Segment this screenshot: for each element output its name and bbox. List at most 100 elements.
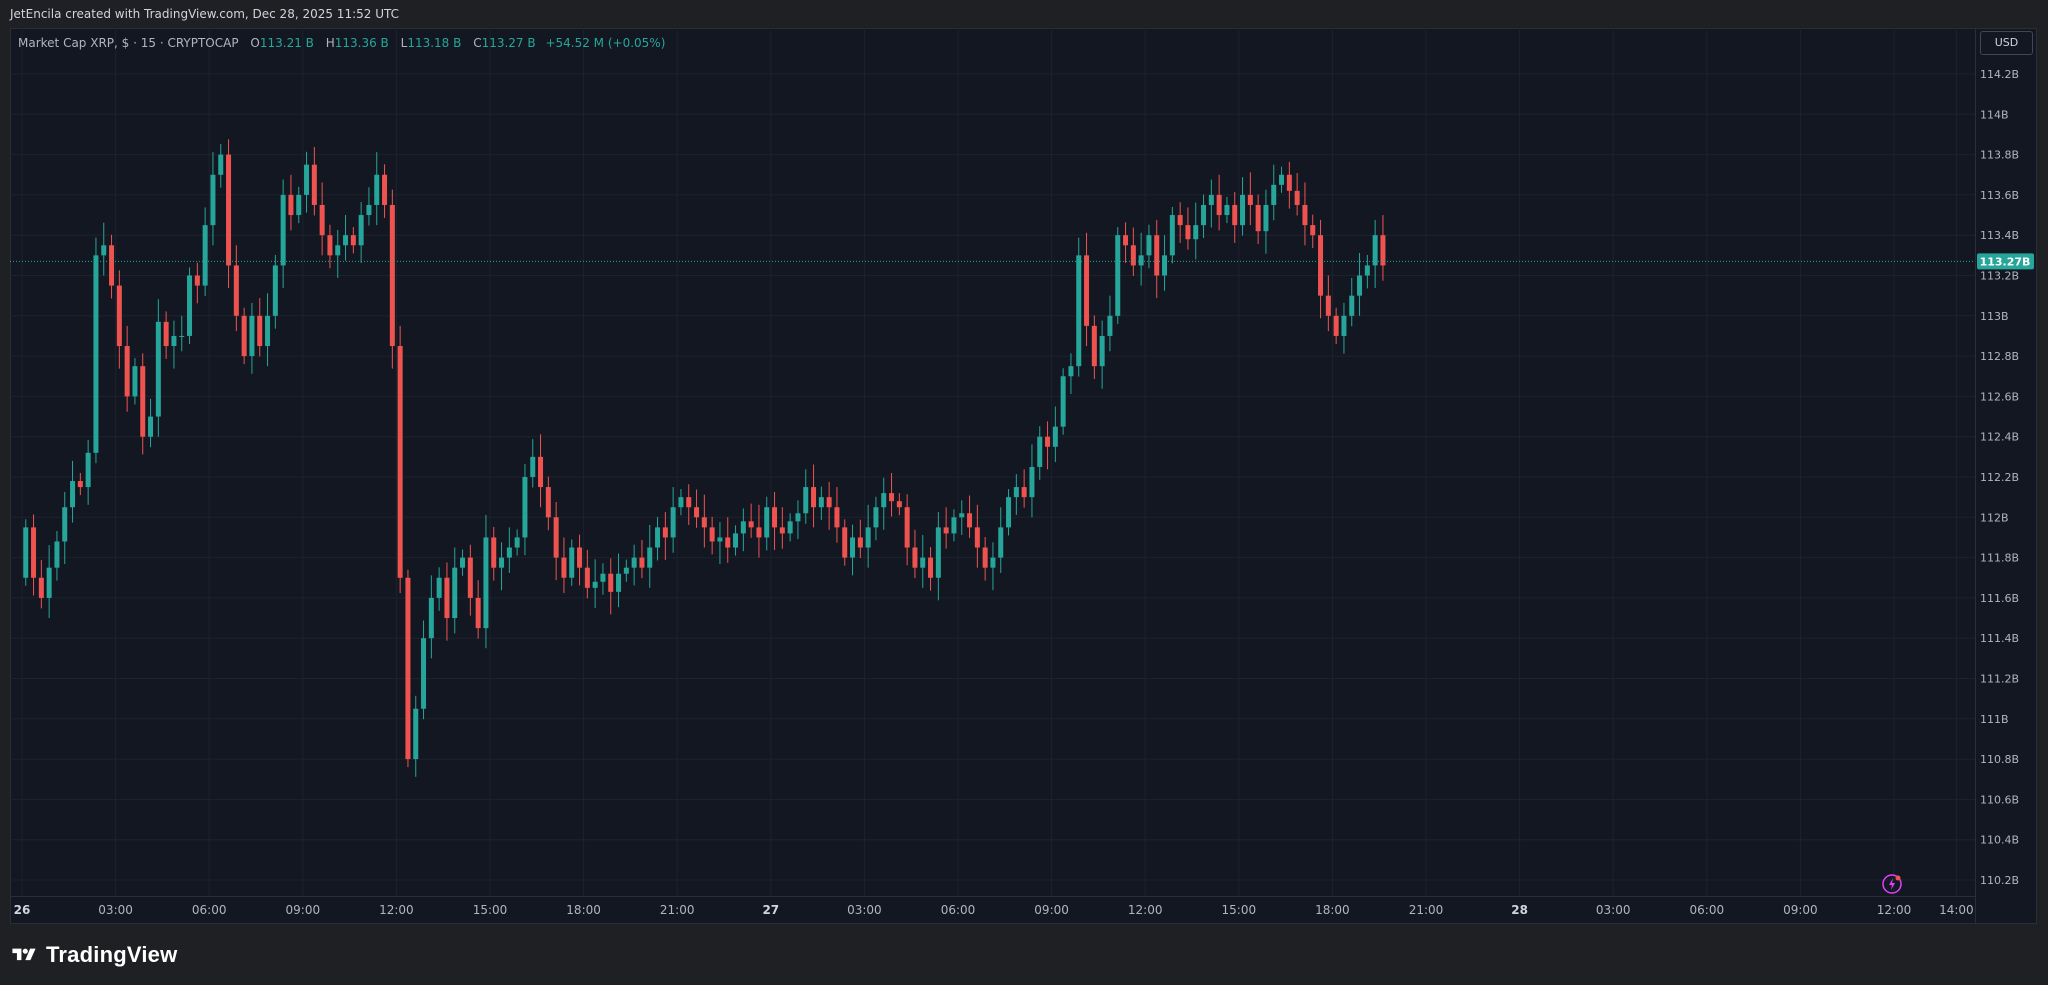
candle-body [62, 507, 68, 542]
candle-body [600, 573, 606, 582]
candle-body [296, 194, 302, 216]
brand-name: TradingView [46, 942, 178, 967]
candle-body [241, 315, 247, 357]
candle-body [748, 521, 754, 528]
candle-body [608, 573, 614, 592]
candle-body [959, 513, 965, 518]
candle-body [701, 517, 707, 528]
candle-body [1107, 315, 1113, 336]
chart-pane[interactable] [10, 28, 2037, 924]
candle-body [1325, 295, 1331, 316]
candle-body [1349, 295, 1355, 316]
candle-body [421, 638, 427, 709]
candle-body [171, 335, 177, 347]
candle-body [779, 527, 785, 534]
candle-body [194, 275, 200, 286]
lightning-bolt-icon[interactable] [1881, 873, 1903, 895]
x-tick-label: 03:00 [1596, 903, 1631, 917]
candle-body [647, 547, 653, 568]
candle-body [951, 517, 957, 534]
candle-body [257, 315, 263, 347]
candle-body [733, 533, 739, 548]
high-value: 113.36 B [334, 36, 389, 50]
candle-body [1224, 204, 1230, 216]
candle-body [811, 487, 817, 508]
candle-body [553, 517, 559, 558]
candle-body [1240, 194, 1246, 226]
x-tick-label: 09:00 [286, 903, 321, 917]
last-price-badge [1977, 253, 2034, 270]
candle-body [670, 507, 676, 538]
change-value: +54.52 M (+0.05%) [545, 36, 666, 50]
candle-body [1084, 255, 1090, 326]
candle-body [428, 597, 434, 639]
currency-button[interactable]: USD [1980, 31, 2033, 55]
tradingview-logo[interactable]: TradingView [10, 941, 177, 969]
candle-body [834, 507, 840, 528]
y-tick-label: 112.4B [1980, 431, 2019, 444]
candle-body [967, 513, 973, 528]
candle-body [998, 527, 1004, 558]
candle-body [187, 275, 193, 336]
y-tick-label: 110.4B [1980, 834, 2019, 847]
candle-body [140, 366, 146, 437]
candle-body [23, 527, 29, 578]
candle-body [46, 567, 52, 598]
x-tick-label: 27 [762, 903, 779, 917]
y-tick-label: 111.2B [1980, 673, 2019, 686]
candle-body [1037, 436, 1043, 467]
candle-body [452, 567, 458, 619]
candle-body [483, 537, 489, 629]
candle-body [1013, 487, 1019, 498]
candle-body [740, 521, 746, 534]
candle-body [826, 497, 832, 508]
candle-body [896, 501, 902, 508]
candle-body [1185, 225, 1191, 240]
candle-body [210, 174, 216, 226]
y-tick-label: 110.6B [1980, 793, 2019, 806]
candle-body [1146, 235, 1152, 256]
candle-body [304, 164, 310, 195]
y-tick-label: 111.6B [1980, 592, 2019, 605]
x-tick-label: 03:00 [847, 903, 882, 917]
open-label: O [250, 36, 260, 50]
y-tick-label: 113.8B [1980, 149, 2019, 162]
candle-body [538, 456, 544, 488]
candle-body [709, 527, 715, 542]
candle-body [1099, 335, 1105, 367]
candle-body [109, 245, 115, 286]
candle-body [116, 285, 122, 347]
candle-body [358, 215, 364, 246]
candle-body [70, 481, 76, 508]
candle-body [717, 537, 723, 542]
candle-body [218, 154, 224, 175]
last-price-label: 113.27B [1980, 255, 2031, 268]
y-tick-label: 111B [1980, 713, 2009, 726]
candle-body [1091, 325, 1097, 367]
attribution-text: JetEncila created with TradingView.com, … [10, 7, 399, 21]
candle-body [545, 487, 551, 518]
candle-body [155, 321, 161, 417]
candle-body [1169, 215, 1175, 256]
candle-body [764, 507, 770, 538]
candle-body [249, 315, 255, 357]
candle-body [530, 456, 536, 477]
candle-body [1232, 204, 1238, 226]
candlestick-chart[interactable]: 110.2B 110.4B 110.6B 110.8B 111B 111.2B 111.4B… [0, 0, 2048, 924]
candle-body [179, 335, 185, 337]
candle-body [1201, 204, 1207, 226]
x-tick-label: 21:00 [1409, 903, 1444, 917]
candle-body [920, 557, 926, 568]
low-value: 113.18 B [407, 36, 462, 50]
candle-body [1021, 487, 1027, 498]
x-tick-label: 06:00 [192, 903, 227, 917]
candle-body [787, 521, 793, 534]
candle-body [803, 487, 809, 514]
candle-body [616, 573, 622, 592]
candle-body [1208, 194, 1214, 205]
candle-body [1138, 255, 1144, 266]
candle-body [1279, 174, 1285, 185]
candle-body [982, 547, 988, 568]
candle-body [389, 204, 395, 347]
candle-body [288, 194, 294, 216]
